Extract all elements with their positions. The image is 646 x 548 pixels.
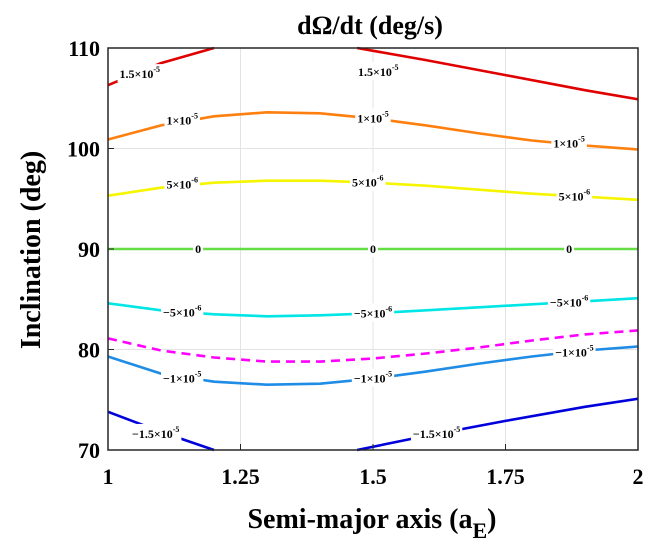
contour-label-3-0: 0 [193,241,204,257]
contour-line-7-b [356,397,639,452]
x-tick-label-0: 1 [103,464,114,489]
svg-text:1×10-5: 1×10-5 [553,134,585,150]
x-tick-label-1: 1.25 [221,464,260,489]
x-axis-label-subscript: E [472,518,487,543]
y-tick-label-4: 110 [68,36,100,61]
svg-text:−1×10-5: −1×10-5 [354,370,392,386]
x-tick-label-4: 2 [633,464,644,489]
contour-label-6-1: −1×10-5 [351,368,395,387]
contour-label-4-0: −5×10-6 [161,302,204,321]
svg-text:−5×10-6: −5×10-6 [550,293,588,309]
y-ticks: 70 80 90 100 110 [67,36,114,463]
contour-label-3-1: 0 [368,241,378,257]
contour-label-4-2: −5×10-6 [547,292,591,311]
svg-text:0: 0 [370,242,376,256]
contour-label-1-2: 1×10-5 [551,133,587,152]
contour-label-4-1: −5×10-6 [351,303,395,322]
contour-label-2-1: 5×10-6 [349,172,386,191]
svg-text:−5×10-6: −5×10-6 [163,303,201,319]
svg-text:−1.5×10-5: −1.5×10-5 [132,425,179,441]
x-axis-label-main: Semi-major axis (a [247,504,472,535]
svg-text:−5×10-6: −5×10-6 [354,304,392,320]
contour-label-6-2: −1×10-5 [553,342,596,361]
svg-text:5×10-6: 5×10-6 [166,176,198,192]
svg-text:0: 0 [566,242,572,256]
contour-label-0-0: 1.5×10-5 [117,64,163,83]
x-axis-label-close: ) [487,504,496,535]
contour-label-0-1: 1.5×10-5 [356,62,401,81]
contour-label-7-1: −1.5×10-5 [410,423,463,442]
svg-text:5×10-6: 5×10-6 [559,188,591,204]
contour-label-2-0: 5×10-6 [164,174,200,193]
x-axis-label: Semi-major axis (aE) [247,504,496,543]
contour-label-3-2: 0 [564,241,575,257]
x-ticks: 1 1.25 1.5 1.75 2 [103,444,644,489]
svg-text:1.5×10-5: 1.5×10-5 [358,63,399,79]
contour-label-1-0: 1×10-5 [164,110,200,129]
svg-text:5×10-6: 5×10-6 [352,174,384,190]
contour-label-7-0: −1.5×10-5 [130,423,182,442]
svg-text:−1.5×10-5: −1.5×10-5 [413,425,460,441]
x-tick-label-3: 1.75 [486,464,525,489]
chart-title: dΩ/dt (deg/s) [297,11,443,40]
contour-label-6-0: −1×10-5 [161,368,204,387]
svg-text:1.5×10-5: 1.5×10-5 [120,65,161,81]
y-tick-label-2: 90 [78,237,100,262]
x-tick-label-2: 1.5 [359,464,387,489]
svg-text:1×10-5: 1×10-5 [357,109,389,125]
y-axis-label: Inclination (deg) [16,151,47,349]
contour-line-0-b [356,46,639,101]
contour-label-2-2: 5×10-6 [556,186,593,205]
svg-text:1×10-5: 1×10-5 [166,111,198,127]
contour-line-5 [107,329,639,363]
contour-label-1-1: 1×10-5 [355,108,391,127]
y-tick-label-0: 70 [78,438,100,463]
contour-labels: 1.5×10-5 1.5×10-5 1×10-5 1×10-5 1×10-5 5×10-6… [117,62,596,442]
svg-text:−1×10-5: −1×10-5 [163,370,201,386]
svg-text:−1×10-5: −1×10-5 [555,344,593,360]
svg-text:0: 0 [195,242,201,256]
y-tick-label-1: 80 [78,338,100,363]
y-tick-label-3: 100 [67,137,100,162]
